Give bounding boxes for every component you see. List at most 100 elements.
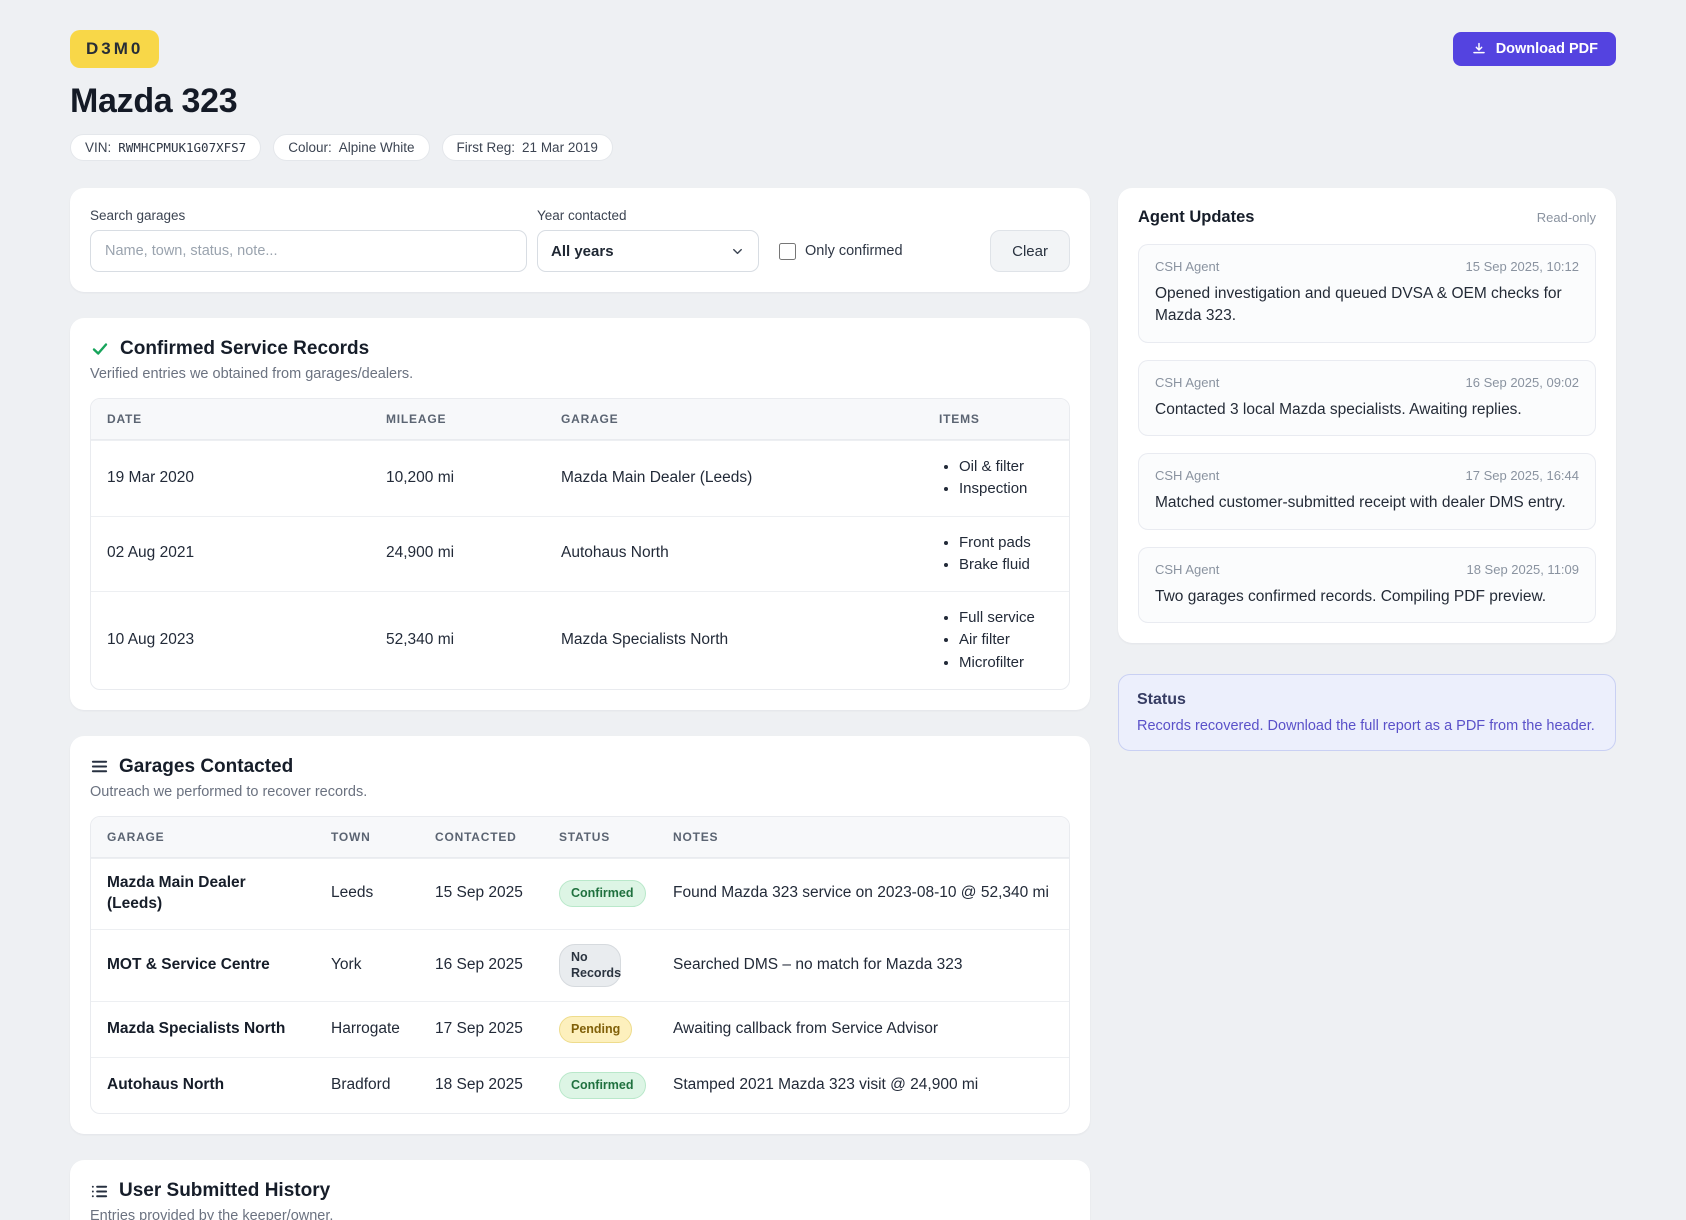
record-item: Inspection [959,479,1053,499]
year-select-value: All years [551,242,614,260]
download-pdf-label: Download PDF [1495,41,1598,57]
first-reg-label: First Reg: [456,140,516,155]
record-items: Oil & filter Inspection [923,441,1069,516]
table-row: 02 Aug 2021 24,900 mi Autohaus North Fro… [91,515,1069,592]
update-message: Contacted 3 local Mazda specialists. Awa… [1155,400,1522,418]
agent-update: CSH Agent 18 Sep 2025, 11:09 Two garages… [1138,546,1596,624]
clear-button[interactable]: Clear [990,230,1070,272]
garage-name: Mazda Specialists North [107,1020,286,1038]
header: D3M0 Mazda 323 VIN: RWMHCPMUK1G07XFS7 Co… [70,30,1616,161]
update-timestamp: 16 Sep 2025, 09:02 [1465,374,1580,390]
record-item: Full service [959,608,1053,628]
record-item: Air filter [959,630,1053,650]
record-date: 10 Aug 2023 [107,630,195,648]
garage-status: No Records [543,930,657,1002]
download-pdf-button[interactable]: Download PDF [1452,32,1616,66]
status-message: Records recovered. Download the full rep… [1137,718,1595,735]
garage-contacted: 18 Sep 2025 [435,1076,523,1094]
garage-town: York [331,956,362,973]
check-icon [90,339,110,359]
status-badge: Confirmed [559,880,646,908]
list-icon [90,1182,109,1201]
garage-town: Bradford [331,1076,391,1094]
update-message: Opened investigation and queued DVSA & O… [1155,285,1562,325]
garages-contacted-card: Garages Contacted Outreach we performed … [70,735,1090,1135]
first-reg-value: 21 Mar 2019 [522,140,598,155]
garage-notes: Found Mazda 323 service on 2023-08-10 @ … [673,884,1049,902]
demo-badge: D3M0 [70,30,160,68]
sidebar: Agent Updates Read-only CSH Agent 15 Sep… [1118,188,1616,752]
garage-contacted: 17 Sep 2025 [435,1020,523,1038]
update-message: Two garages confirmed records. Compiling… [1155,587,1547,605]
garage-name: MOT & Service Centre [107,956,270,973]
record-item: Oil & filter [959,457,1053,477]
garage-name: Autohaus North [107,1076,225,1094]
update-author: CSH Agent [1155,468,1220,484]
col-items: Items [939,412,980,426]
update-meta: CSH Agent 15 Sep 2025, 10:12 [1155,259,1579,274]
year-block: Year contacted All years [537,208,759,272]
colour-label: Colour: [288,140,332,155]
col-mileage: Mileage [386,412,447,426]
col-notes: Notes [673,829,719,844]
update-message: Matched customer-submitted receipt with … [1155,494,1566,512]
record-mileage: 10,200 mi [386,468,455,486]
agent-updates-title: Agent Updates [1138,208,1255,226]
agent-update: CSH Agent 17 Sep 2025, 16:44 Matched cus… [1138,453,1596,530]
record-garage: Autohaus North [561,544,669,562]
only-confirmed-checkbox[interactable] [779,242,796,260]
year-select[interactable]: All years [537,230,759,272]
status-badge: No Records [559,943,621,988]
search-input[interactable] [90,230,527,272]
vin-chip: VIN: RWMHCPMUK1G07XFS7 [70,134,262,161]
garage-status: Confirmed [543,866,657,921]
agent-updates-header: Agent Updates Read-only [1138,208,1596,227]
garage-status: Confirmed [543,1058,657,1113]
garage-name: Mazda Main Dealer (Leeds) [107,873,246,912]
garage-contacted: 15 Sep 2025 [435,884,523,902]
update-timestamp: 17 Sep 2025, 16:44 [1465,468,1580,484]
update-meta: CSH Agent 16 Sep 2025, 09:02 [1155,375,1579,390]
only-confirmed-row: Only confirmed [779,230,903,272]
confirmed-records-title: Confirmed Service Records [120,338,370,359]
confirmed-records-table: Date Mileage Garage Items 19 Mar 2020 10… [90,398,1070,690]
chevron-down-icon [730,244,745,259]
first-reg-chip: First Reg: 21 Mar 2019 [441,134,613,161]
update-timestamp: 15 Sep 2025, 10:12 [1465,259,1580,274]
update-meta: CSH Agent 18 Sep 2025, 11:09 [1155,562,1579,577]
agent-updates-card: Agent Updates Read-only CSH Agent 15 Sep… [1118,188,1616,644]
confirmed-records-card: Confirmed Service Records Verified entri… [70,318,1090,710]
page-title: Mazda 323 [70,82,238,120]
header-left: D3M0 Mazda 323 VIN: RWMHCPMUK1G07XFS7 Co… [70,30,613,161]
table-row: MOT & Service Centre York 16 Sep 2025 No… [91,928,1069,1002]
record-mileage: 24,900 mi [386,544,455,562]
record-items: Front pads Brake fluid [923,517,1069,592]
garage-town: Leeds [331,884,374,902]
col-town: Town [331,829,371,844]
record-item: Front pads [959,533,1053,553]
record-date: 02 Aug 2021 [107,544,195,562]
col-contacted: Contacted [435,829,517,844]
table-row: Mazda Main Dealer (Leeds) Leeds 15 Sep 2… [91,857,1069,929]
confirmed-records-header-row: Date Mileage Garage Items [91,399,1069,440]
col-status: Status [559,829,611,844]
garages-header-row: Garage Town Contacted Status Notes [91,816,1069,858]
record-item: Microfilter [959,653,1053,673]
vin-label: VIN: [85,140,112,155]
update-author: CSH Agent [1155,259,1220,274]
update-timestamp: 18 Sep 2025, 11:09 [1466,561,1579,577]
record-mileage: 52,340 mi [386,630,455,648]
agent-update: CSH Agent 15 Sep 2025, 10:12 Opened inve… [1138,244,1596,343]
status-panel: Status Records recovered. Download the f… [1118,674,1616,752]
garage-notes: Searched DMS – no match for Mazda 323 [673,956,963,973]
main-column: Search garages Year contacted All years [70,188,1090,1220]
table-row: 10 Aug 2023 52,340 mi Mazda Specialists … [91,591,1069,689]
vin-value: RWMHCPMUK1G07XFS7 [118,140,247,155]
record-date: 19 Mar 2020 [107,468,195,486]
table-row: Mazda Specialists North Harrogate 17 Sep… [91,1001,1069,1057]
status-title: Status [1137,691,1186,709]
download-icon [1471,41,1487,57]
update-author: CSH Agent [1155,374,1220,390]
col-date: Date [107,412,142,426]
user-history-title: User Submitted History [119,1180,331,1202]
